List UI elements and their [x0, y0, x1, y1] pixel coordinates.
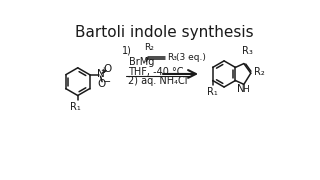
- Text: R₁: R₁: [207, 87, 218, 97]
- Text: R₃: R₃: [242, 46, 253, 56]
- Text: O: O: [97, 79, 105, 89]
- Text: Bartoli indole synthesis: Bartoli indole synthesis: [75, 25, 253, 40]
- Text: ·: ·: [102, 70, 104, 76]
- Text: N: N: [236, 84, 244, 94]
- Text: R₂: R₂: [144, 43, 154, 52]
- Text: THF, -40 °C: THF, -40 °C: [128, 67, 183, 77]
- Text: R₁: R₁: [70, 102, 81, 112]
- Text: (3 eq.): (3 eq.): [176, 53, 205, 62]
- Text: +: +: [100, 66, 107, 75]
- Text: H: H: [242, 85, 248, 94]
- Text: BrMg: BrMg: [129, 57, 155, 67]
- Text: R₂: R₂: [254, 67, 265, 77]
- Text: O: O: [103, 64, 112, 74]
- Text: −: −: [103, 77, 111, 87]
- Text: N: N: [97, 69, 104, 79]
- Text: 1): 1): [123, 45, 132, 55]
- Text: R₃: R₃: [167, 53, 177, 62]
- Text: 2) aq. NH₄Cl: 2) aq. NH₄Cl: [128, 76, 187, 86]
